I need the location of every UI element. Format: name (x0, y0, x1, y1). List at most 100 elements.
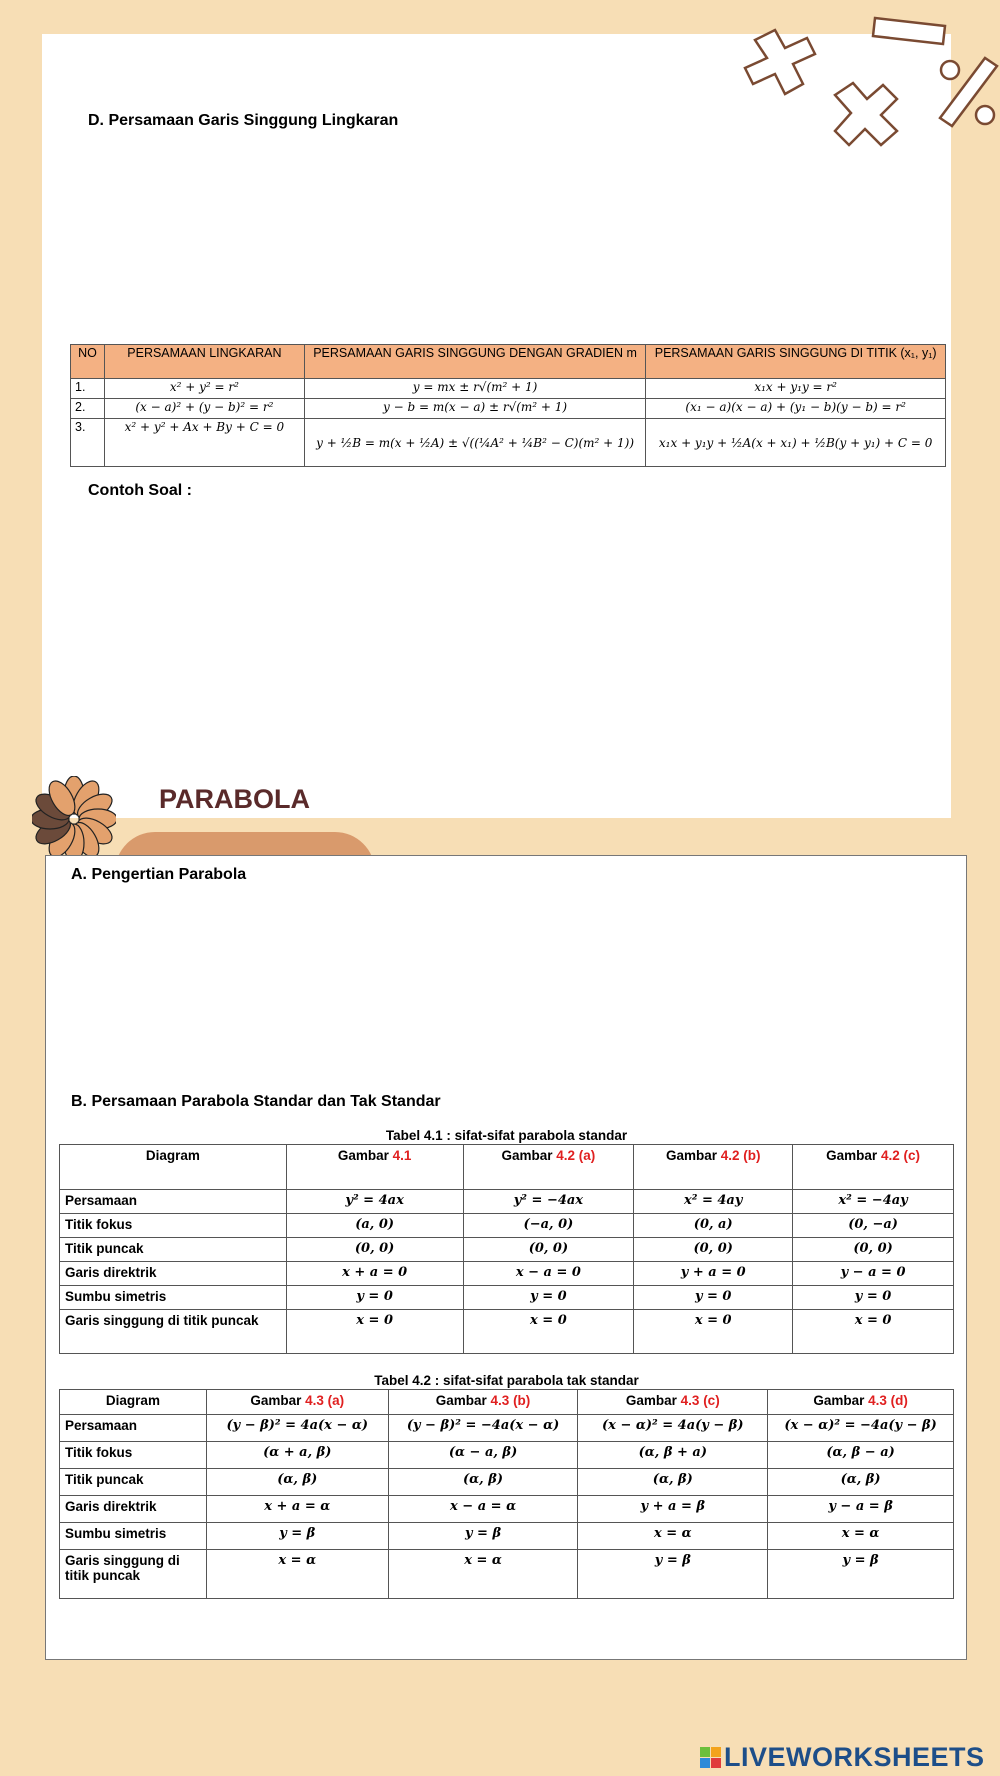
property-value: x = 0 (285, 1309, 464, 1354)
property-label: Titik puncak (59, 1237, 287, 1262)
header-circle-equation: PERSAMAAN LINGKARAN (103, 344, 305, 379)
logo-blocks-icon (700, 1747, 721, 1768)
plus-sign-icon (743, 28, 817, 96)
minus-sign-icon (871, 16, 947, 46)
property-value: (0, 0) (633, 1237, 794, 1262)
header-tangent-gradient: PERSAMAAN GARIS SINGGUNG DENGAN GRADIEN … (303, 344, 647, 379)
tangent-point-equation: x₁x + y₁y = r² (645, 378, 946, 399)
property-label: Garis singgung di titik puncak (59, 1549, 207, 1599)
figure-reference: 4.3 (a) (305, 1393, 345, 1408)
header-label: Gambar (625, 1393, 681, 1408)
header-label: Gambar (826, 1148, 881, 1163)
header-label: Diagram (145, 1148, 200, 1163)
column-header: Diagram (59, 1144, 287, 1190)
property-value: (0, −a) (792, 1213, 954, 1238)
property-value: x = α (577, 1522, 769, 1550)
header-tangent-point: PERSAMAAN GARIS SINGGUNG DI TITIK (x₁, y… (645, 344, 946, 379)
property-value: y = 0 (285, 1285, 464, 1310)
table-row: Titik fokus (α + a, β) (α − a, β) (α, β + a… (59, 1441, 954, 1469)
figure-reference: 4.3 (b) (490, 1393, 531, 1408)
circle-equation: x² + y² = r² (103, 378, 305, 399)
property-value: (0, 0) (285, 1237, 464, 1262)
property-value: (0, a) (633, 1213, 794, 1238)
property-value: (0, 0) (462, 1237, 635, 1262)
property-value: (a, 0) (285, 1213, 464, 1238)
property-value: (−a, 0) (462, 1213, 635, 1238)
header-label: Gambar (435, 1393, 491, 1408)
property-value: (x − α)² = −4a(y − β) (767, 1414, 954, 1442)
property-value: x = α (387, 1549, 579, 1599)
property-value: y² = 4ax (285, 1189, 464, 1214)
property-value: y = 0 (792, 1285, 954, 1310)
nonstandard-parabola-table: Diagram Gambar 4.3 (a) Gambar 4.3 (b) Gamba… (59, 1389, 954, 1599)
property-value: y = 0 (462, 1285, 635, 1310)
times-sign-icon (833, 81, 899, 147)
property-value: x = 0 (633, 1309, 794, 1354)
property-value: (α, β) (205, 1468, 389, 1496)
property-value: (α, β) (577, 1468, 769, 1496)
figure-reference: 4.2 (b) (720, 1148, 761, 1163)
header-label: Gambar (665, 1148, 721, 1163)
property-value: x + a = α (205, 1495, 389, 1523)
column-header: Diagram (59, 1389, 207, 1415)
figure-reference: 4.3 (d) (868, 1393, 908, 1408)
property-value: y² = −4ax (462, 1189, 635, 1214)
header-no: NO (70, 344, 105, 379)
property-value: (α, β + a) (577, 1441, 769, 1469)
property-value: x = 0 (462, 1309, 635, 1354)
liveworksheets-logo: LIVEWORKSHEETS (700, 1742, 985, 1773)
property-value: x = α (767, 1522, 954, 1550)
property-label: Titik fokus (59, 1441, 207, 1469)
property-value: x − a = α (387, 1495, 579, 1523)
figure-reference: 4.1 (392, 1148, 412, 1163)
column-header: Gambar 4.1 (285, 1144, 464, 1190)
property-value: x = 0 (792, 1309, 954, 1354)
circle-equation: (x − a)² + (y − b)² = r² (103, 398, 305, 419)
table-row: Titik fokus (a, 0) (−a, 0) (0, a) (0, −a) (59, 1213, 954, 1238)
column-header: Gambar 4.3 (c) (577, 1389, 769, 1415)
figure-reference: 4.3 (c) (680, 1393, 720, 1408)
table-row: Titik puncak (α, β) (α, β) (α, β) (α, β) (59, 1468, 954, 1496)
header-label: Gambar (250, 1393, 306, 1408)
section-d-title: D. Persamaan Garis Singgung Lingkaran (88, 112, 399, 129)
circle-equation: x² + y² + Ax + By + C = 0 (103, 418, 305, 467)
property-value: y − a = 0 (792, 1261, 954, 1286)
property-value: (α + a, β) (205, 1441, 389, 1469)
property-value: y = β (577, 1549, 769, 1599)
property-label: Sumbu simetris (59, 1285, 287, 1310)
property-value: x² = 4ay (633, 1189, 794, 1214)
table1-caption: Tabel 4.1 : sifat-sifat parabola standar (385, 1128, 628, 1143)
property-value: (0, 0) (792, 1237, 954, 1262)
parabola-title: PARABOLA (159, 784, 310, 814)
column-header: Gambar 4.2 (a) (462, 1144, 635, 1190)
property-label: Sumbu simetris (59, 1522, 207, 1550)
math-symbols-decoration (743, 16, 999, 147)
logo-text: LIVEWORKSHEETS (724, 1742, 985, 1772)
example-label: Contoh Soal : (88, 482, 192, 499)
header-label: Diagram (105, 1393, 160, 1408)
percent-sign-icon (938, 56, 999, 128)
tangent-gradient-equation: y + ½B = m(x + ½A) ± √((¼A² + ¼B² − C)(m… (303, 418, 647, 467)
property-value: x + a = 0 (285, 1261, 464, 1286)
column-header: Gambar 4.3 (a) (205, 1389, 389, 1415)
tangent-point-equation: x₁x + y₁y + ½A(x + x₁) + ½B(y + y₁) + C … (645, 418, 946, 467)
property-value: (α, β − a) (767, 1441, 954, 1469)
header-label: Gambar (501, 1148, 557, 1163)
property-label: Garis direktrik (59, 1261, 287, 1286)
property-label: Garis singgung di titik puncak (59, 1309, 287, 1354)
column-header: Gambar 4.2 (b) (633, 1144, 794, 1190)
property-value: (y − β)² = −4a(x − α) (387, 1414, 579, 1442)
property-value: (y − β)² = 4a(x − α) (205, 1414, 389, 1442)
property-value: (x − α)² = 4a(y − β) (577, 1414, 769, 1442)
property-value: y = β (205, 1522, 389, 1550)
standard-parabola-table: Diagram Gambar 4.1 Gambar 4.2 (a) Gambar 4.… (59, 1144, 954, 1354)
figure-reference: 4.2 (a) (556, 1148, 596, 1163)
property-value: x² = −4ay (792, 1189, 954, 1214)
property-label: Persamaan (59, 1414, 207, 1442)
tangent-line-table: NO PERSAMAAN LINGKARAN PERSAMAAN GARIS S… (70, 344, 946, 467)
property-value: y − a = β (767, 1495, 954, 1523)
